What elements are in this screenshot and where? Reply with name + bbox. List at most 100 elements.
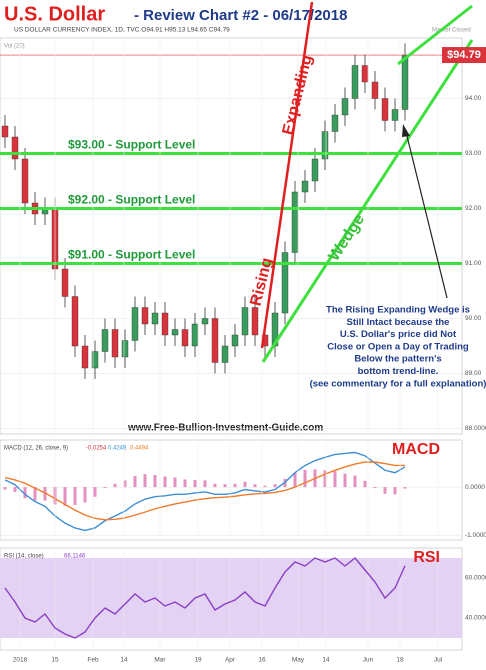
x-tick-label: Jun	[363, 657, 374, 664]
lower-trendline	[261, 39, 474, 363]
upper-trendline	[397, 4, 473, 66]
x-tick-label: 14	[322, 657, 330, 664]
histogram-bar	[183, 479, 187, 488]
price-legend: US DOLLAR CURRENCY INDEX, 1D, TVC O94.91…	[14, 27, 230, 34]
annotation: The Rising Expanding Wedge is	[326, 305, 470, 316]
candle-body	[311, 158, 319, 182]
candle-body	[391, 109, 399, 121]
market-status: Market Closed	[432, 28, 471, 34]
x-tick-label: 15	[51, 657, 59, 664]
annotation: Still Intact because the	[347, 317, 450, 328]
histogram-bar	[43, 487, 47, 501]
candle-body	[351, 65, 359, 99]
histogram-bar	[23, 487, 27, 499]
support-label: $91.00 - Support Level	[68, 248, 195, 262]
candle-body	[341, 98, 349, 116]
histogram-bar	[133, 476, 137, 488]
y-tick-label: 0.0000	[465, 484, 485, 491]
arrow-head	[402, 124, 410, 137]
histogram-bar	[263, 485, 267, 488]
histogram-bar	[223, 484, 227, 488]
series-line	[4, 557, 406, 639]
histogram-bar	[13, 487, 17, 492]
x-tick-label: 2018	[13, 657, 28, 664]
chart-title: U.S. Dollar	[4, 3, 105, 25]
candle-body	[401, 54, 409, 110]
candle-body	[331, 114, 339, 132]
series-line	[4, 461, 405, 521]
candle-body	[241, 307, 249, 336]
candle-body	[121, 340, 129, 358]
histogram-bar	[3, 487, 7, 490]
candle-body	[111, 329, 119, 358]
x-tick-label: Apr	[225, 657, 236, 664]
histogram-bar	[63, 487, 67, 506]
legend-value: 0.4494	[130, 446, 149, 452]
histogram-bar	[403, 487, 407, 489]
candle-body	[211, 318, 219, 363]
pane-legend: MACD (12, 26, close, 9)	[4, 446, 68, 452]
x-tick-label: 14	[120, 657, 128, 664]
pane-label: MACD	[392, 441, 440, 458]
candle-body	[231, 334, 239, 347]
pane-label: RSI	[413, 549, 440, 566]
histogram-bar	[383, 487, 387, 494]
candle-body	[281, 252, 289, 314]
candle-body	[321, 131, 329, 160]
annotation: bottom trend-line.	[358, 366, 439, 377]
histogram-bar	[243, 481, 247, 488]
candle-body	[101, 329, 109, 352]
x-tick-label: Mar	[154, 657, 166, 664]
candle-body	[11, 136, 19, 160]
candle-body	[21, 158, 29, 204]
annotation: Below the pattern's	[354, 354, 441, 365]
annotation: (see commentary for a full explanation)	[310, 378, 486, 389]
histogram-bar	[213, 483, 217, 488]
x-tick-label: 16	[258, 657, 266, 664]
histogram-bar	[103, 487, 107, 489]
y-tick-label: 91.00	[465, 260, 482, 267]
pane	[0, 37, 463, 435]
histogram-bar	[293, 472, 297, 488]
support-label: $92.00 - Support Level	[68, 193, 195, 207]
candle-body	[221, 345, 229, 363]
support-label: $93.00 - Support Level	[68, 138, 195, 152]
candle-body	[381, 98, 389, 121]
y-tick-label: 93.00	[465, 150, 482, 157]
histogram-bar	[123, 480, 127, 488]
x-tick-label: Feb	[87, 657, 99, 664]
y-tick-label: 60.0000	[465, 575, 486, 582]
pane-legend: RSI (14, close)	[4, 554, 44, 560]
series-line	[4, 451, 406, 532]
x-tick-label: May	[292, 657, 305, 664]
candle-body	[291, 191, 299, 253]
histogram-bar	[333, 471, 337, 488]
histogram-bar	[203, 480, 207, 488]
last-price-label: $94.79	[447, 49, 481, 61]
candle-body	[161, 312, 169, 336]
legend-value: 66.1146	[64, 554, 86, 560]
candle-body	[201, 318, 209, 325]
pane	[0, 439, 463, 541]
candle-body	[361, 65, 369, 83]
histogram-bar	[83, 487, 87, 503]
histogram-bar	[353, 475, 357, 488]
histogram-bar	[73, 487, 77, 505]
last-price-tag	[442, 47, 486, 64]
chart-subtitle: - Review Chart #2 - 06/17/2018	[134, 7, 347, 24]
rsi-band	[0, 558, 462, 638]
x-tick-label: 18	[396, 657, 404, 664]
histogram-bar	[303, 469, 307, 488]
y-tick-label: 88.0000	[465, 425, 486, 432]
histogram-bar	[253, 484, 257, 488]
histogram-bar	[153, 475, 157, 488]
candle-body	[191, 323, 199, 347]
watermark: www.Free-Bullion-Investment-Guide.com	[127, 423, 323, 434]
annotation: Close or Open a Day of Trading	[327, 341, 469, 352]
arrow	[405, 131, 448, 299]
legend-value: -0.0254	[86, 446, 107, 452]
x-tick-label: Jul	[434, 657, 443, 664]
candle-body	[81, 345, 89, 369]
